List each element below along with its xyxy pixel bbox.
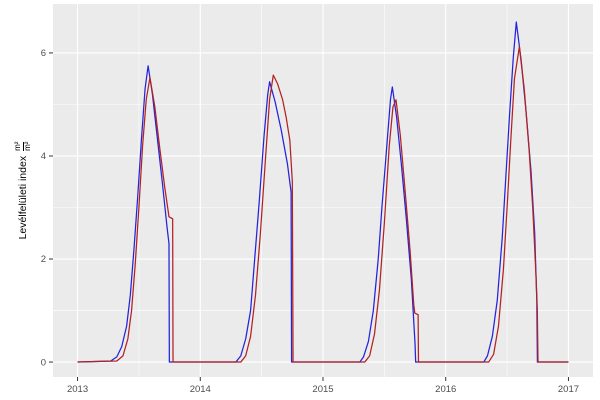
y-tick-label: 4: [41, 151, 46, 162]
y-axis-title: Levélfelületi index m² m²: [8, 4, 38, 377]
y-axis-title-fraction: m² m²: [13, 141, 32, 151]
x-tick-label: 2016: [435, 384, 456, 395]
fraction-denominator: m²: [22, 141, 32, 151]
x-tick-label: 2015: [312, 384, 333, 395]
x-tick-label: 2013: [67, 384, 88, 395]
y-tick-label: 6: [41, 48, 46, 59]
y-tick-label: 2: [41, 254, 46, 265]
y-tick-label: 0: [41, 357, 46, 368]
y-axis-title-text: Levélfelületi index: [17, 155, 29, 240]
x-tick-label: 2017: [558, 384, 579, 395]
x-tick-label: 2014: [190, 384, 211, 395]
series-line-red: [77, 46, 569, 363]
fraction-numerator: m²: [13, 141, 23, 151]
